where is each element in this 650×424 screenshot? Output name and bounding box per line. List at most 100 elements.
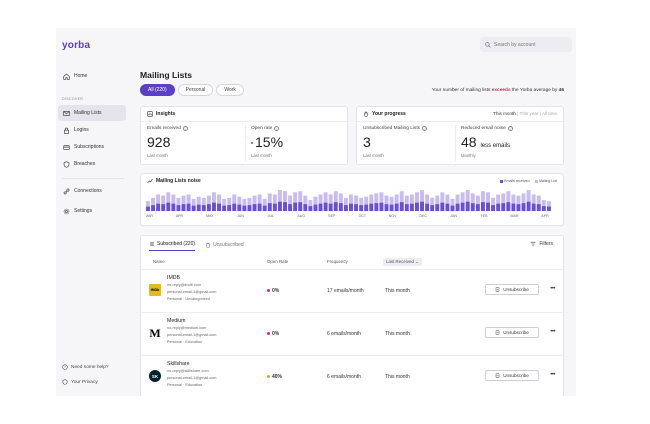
noise-bar-mailing-list [435, 195, 440, 205]
unsubscribed-label-text: Unsubscribed Mailing Lists [363, 126, 421, 131]
privacy-link[interactable]: Your Privacy [62, 379, 98, 385]
noise-bar-mailing-list [516, 195, 521, 205]
tab-subscribed[interactable]: Subscribed (220) [149, 241, 196, 251]
noise-bar-mailing-list [384, 195, 389, 205]
month-tick-label: SEP [328, 214, 336, 218]
noise-bar-mailing-list [298, 191, 303, 203]
header-frequency[interactable]: Frequency [327, 259, 348, 264]
noise-bar-mailing-list [526, 190, 531, 202]
noise-bar-mailing-list [440, 192, 445, 203]
noise-bar-mailing-list [445, 194, 450, 204]
noise-bar-emails [491, 205, 496, 212]
table-row[interactable]: IMDb IMDB no-reply@imdb.com personal-ema… [141, 269, 563, 312]
noise-bar-emails [354, 204, 359, 212]
service-name[interactable]: Skillshare [167, 361, 190, 367]
noise-chart-title-text: Mailing Lists noise [156, 178, 201, 184]
noise-bar-emails [283, 202, 287, 212]
noise-bar-emails [146, 206, 150, 212]
info-icon[interactable]: i [182, 126, 188, 131]
noise-bar-mailing-list [359, 197, 364, 206]
mail-icon [62, 109, 70, 117]
noise-bar-mailing-list [171, 194, 176, 204]
noise-bar-emails [217, 203, 222, 212]
sidebar-item-connections[interactable]: Connections [58, 183, 126, 199]
filter-personal[interactable]: Personal [177, 84, 214, 96]
unsubscribe-button[interactable]: Unsubscribe [485, 370, 539, 381]
sidebar-item-breaches[interactable]: Breaches [58, 156, 126, 172]
more-options-icon[interactable]: ••• [550, 372, 555, 378]
sidebar-item-logins[interactable]: Logins [58, 122, 126, 138]
noise-bar-mailing-list [470, 193, 475, 204]
gear-icon [62, 207, 70, 215]
card-divider [141, 121, 347, 122]
page-title: Mailing Lists [140, 70, 193, 80]
filter-icon [530, 241, 536, 247]
filter-all[interactable]: All (220) [140, 84, 175, 96]
service-name[interactable]: Medium [167, 318, 186, 324]
noise-bar-mailing-list [364, 196, 369, 205]
unsubscribe-button[interactable]: Unsubscribe [485, 327, 539, 338]
help-link[interactable]: ? Need some help? [62, 364, 109, 370]
table-row[interactable]: SK Skillshare no-reply@skillshare.com pe… [141, 355, 563, 396]
sidebar-item-settings[interactable]: Settings [58, 203, 126, 219]
more-options-icon[interactable]: ••• [550, 286, 555, 292]
info-icon[interactable]: i [274, 126, 280, 131]
period-all-time[interactable]: All time [541, 111, 557, 116]
sidebar-item-label: Settings [74, 208, 93, 214]
more-options-icon[interactable]: ••• [550, 329, 555, 335]
progress-title: Your progress [363, 111, 406, 117]
noise-bar-emails [475, 204, 480, 212]
noise-bar-mailing-list [186, 194, 191, 204]
header-open-rate[interactable]: Open Rate [267, 259, 289, 264]
header-name[interactable]: Name [153, 259, 165, 264]
noise-bar-emails [480, 202, 485, 212]
noise-bar-emails [313, 204, 318, 212]
noise-bar-mailing-list [460, 192, 465, 203]
info-icon[interactable]: i [507, 126, 513, 131]
noise-bar-emails [486, 202, 490, 212]
noise-bar-emails [404, 204, 409, 212]
sidebar-item-label: Subscriptions [74, 144, 105, 150]
noise-bar-mailing-list [272, 194, 277, 204]
month-tick-label: APR [176, 214, 184, 218]
sidebar-item-home[interactable]: Home [58, 68, 126, 84]
noise-bar-mailing-list [338, 193, 343, 204]
filters-button[interactable]: Filters [530, 241, 553, 247]
tab-unsubscribed-label: Unsubscribed [213, 241, 244, 248]
noise-bar-emails [156, 203, 161, 212]
search-input[interactable]: Search by account [480, 37, 572, 52]
noise-bar-emails [211, 202, 216, 212]
unsubscribe-button[interactable]: Unsubscribe [485, 284, 539, 295]
noise-bar-mailing-list [151, 197, 156, 206]
noise-bar-emails [242, 205, 247, 212]
sidebar-divider [62, 178, 124, 179]
header-last-received[interactable]: Last Received ⌄ [383, 258, 422, 266]
noise-bar-mailing-list [404, 195, 409, 205]
service-name[interactable]: IMDB [167, 275, 180, 281]
sidebar-item-mailing-lists[interactable]: Mailing Lists [58, 105, 126, 121]
service-logo-text: SK [151, 373, 159, 379]
noise-bar-mailing-list [541, 200, 546, 207]
reduced-noise-unit: less emails [480, 143, 511, 149]
noise-bar-emails [161, 204, 166, 212]
open-rate-sub: Last month [251, 153, 272, 158]
card-divider [357, 121, 563, 122]
noise-bar-mailing-list [146, 201, 150, 207]
unsubscribe-icon [495, 373, 500, 378]
noise-bar-mailing-list [531, 194, 536, 204]
insights-card: Insights Emails received i 928 Last month… [140, 106, 348, 165]
info-icon[interactable]: i [422, 126, 428, 131]
noise-bar-emails [232, 203, 237, 212]
period-this-month[interactable]: This month [493, 111, 516, 116]
table-row[interactable]: M Medium no-reply@medium.com personal-em… [141, 312, 563, 355]
notice-value: 46 [558, 88, 564, 93]
tab-unsubscribed[interactable]: Unsubscribed [205, 241, 244, 251]
logo[interactable]: yorba [62, 40, 91, 51]
sidebar-item-subscriptions[interactable]: Subscriptions [58, 139, 126, 155]
noise-bar-emails [526, 201, 531, 212]
filter-work[interactable]: Work [216, 84, 244, 96]
sidebar: yorba Home DISCOVER Mailing Lists Logins… [56, 28, 130, 396]
noise-bar-mailing-list [430, 197, 435, 206]
noise-bar-mailing-list [546, 201, 551, 207]
period-this-year[interactable]: This year [519, 111, 539, 116]
